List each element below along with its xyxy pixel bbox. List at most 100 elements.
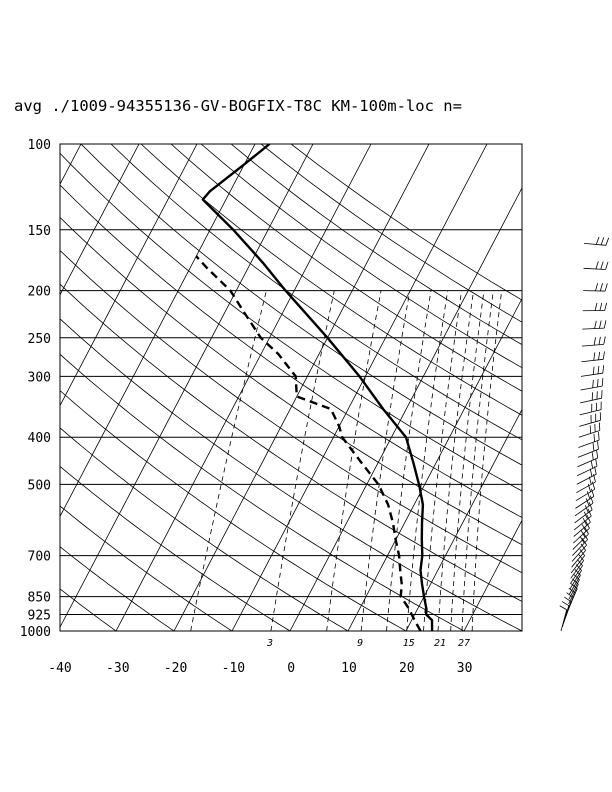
mixing-ratio-label: 3 [266, 638, 273, 649]
wind-barb-flag [590, 488, 595, 497]
wind-barb-flag [601, 378, 604, 387]
wind-barb-flag [597, 378, 599, 387]
mixing-ratio-line [450, 290, 485, 631]
dry-adiabats [60, 144, 522, 631]
wind-barb-staff [571, 544, 587, 562]
wind-barb-staff [576, 465, 598, 477]
wind-barb-staff [560, 609, 568, 632]
wind-barb-flag [561, 601, 570, 607]
wind-barb-flag [592, 379, 594, 388]
chart-title: avg ./1009-94355136-GV-BOGFIX-T8C KM-100… [14, 97, 462, 115]
dry-adiabat [110, 144, 522, 441]
pressure-tick-label: 200 [28, 285, 51, 300]
sounding-profiles [195, 144, 434, 631]
wind-barb-staff [579, 419, 601, 427]
wind-barb-flag [590, 460, 594, 469]
wind-barb-flag [583, 511, 588, 520]
wind-barb-staff [571, 550, 586, 568]
wind-barb-staff [573, 521, 591, 537]
wind-barb-staff [573, 515, 592, 531]
isotherm [173, 144, 430, 631]
pressure-tick-label: 150 [28, 224, 51, 239]
dry-adiabat [170, 144, 522, 392]
dry-adiabat [60, 152, 522, 492]
isotherms [0, 144, 522, 631]
wind-barb-flag [599, 283, 603, 292]
wind-barb-flag [594, 320, 597, 329]
mixing-ratio-line [270, 290, 335, 631]
temperature-axis: -40 -30 -20 -10 0 10 20 30 [48, 661, 472, 676]
mixing-ratio-line [406, 290, 449, 631]
wind-barb-flag [592, 481, 596, 490]
wind-barb-flag [595, 458, 598, 467]
dry-adiabat [140, 144, 522, 416]
wind-barb-flag [592, 443, 595, 452]
wind-barb-flag [579, 548, 585, 556]
wind-barb-flag [593, 337, 596, 346]
pressure-tick-label: 850 [28, 591, 51, 606]
dry-adiabat [60, 427, 349, 631]
wind-barb-staff [581, 343, 604, 347]
dewpoint-line [195, 255, 422, 631]
dry-adiabat [60, 390, 407, 631]
dry-adiabat [260, 144, 522, 323]
wind-barb-flag [589, 468, 593, 477]
wind-barb-flag [577, 559, 583, 566]
wind-barb-staff [578, 430, 600, 438]
wind-barb-staff [576, 481, 596, 494]
wind-barb-flag [599, 320, 602, 329]
dry-adiabat [60, 216, 522, 546]
dry-adiabat [200, 144, 522, 369]
wind-barb-flag [604, 302, 608, 311]
temperature-line [201, 144, 434, 631]
dry-adiabat [60, 546, 175, 631]
wind-barb-staff [580, 385, 603, 391]
isotherm [60, 144, 140, 296]
wind-barb-flag [580, 543, 586, 551]
isotherm [60, 144, 314, 629]
pressure-tick-label: 300 [28, 370, 51, 385]
dry-adiabat [60, 249, 522, 574]
mixing-ratio-line [360, 290, 411, 631]
wind-barb-flag [598, 351, 601, 360]
pressure-tick-label: 700 [28, 550, 51, 565]
wind-barb-staff [583, 243, 606, 246]
wind-barb-flag [603, 336, 606, 345]
wind-barb-staff [569, 565, 583, 585]
wind-barb-flag [593, 352, 596, 361]
mixing-ratio-line [386, 290, 432, 631]
wind-barb-flag [602, 365, 605, 374]
mixing-ratio-label: 21 [434, 638, 446, 649]
pressure-tick-label: 400 [28, 431, 51, 446]
isotherm [231, 144, 488, 631]
wind-barb-staff [580, 372, 603, 377]
wind-barb-staff [574, 509, 593, 524]
temperature-tick-label: 30 [457, 661, 473, 676]
isotherm [60, 144, 198, 407]
wind-barb-staff [569, 570, 582, 590]
temperature-tick-label: 10 [341, 661, 357, 676]
wind-barb-staff [577, 457, 598, 468]
dry-adiabat [60, 588, 117, 631]
dry-adiabat [60, 318, 522, 631]
wind-barb-staff [569, 574, 581, 595]
isotherm [0, 144, 23, 631]
wind-barb-flag [595, 283, 599, 291]
wind-barb-flag [578, 554, 584, 561]
wind-barb-flag [583, 532, 588, 540]
wind-barb-staff [574, 502, 594, 517]
wind-barb-flag [597, 441, 599, 450]
wind-barb-staff [572, 533, 589, 550]
wind-barb-flag [596, 449, 599, 459]
wind-barb-flag [595, 261, 599, 270]
wind-barb-flag [597, 365, 600, 374]
wind-barb-flag [604, 283, 608, 292]
wind-barb-flag [587, 508, 592, 517]
wind-barb-staff [568, 584, 579, 605]
wind-barb-flag [595, 236, 600, 245]
wind-barb-staff [572, 539, 588, 556]
pressure-tick-label: 925 [28, 609, 51, 624]
temperature-tick-label: -20 [164, 661, 187, 676]
wind-barb-flag [603, 320, 607, 329]
